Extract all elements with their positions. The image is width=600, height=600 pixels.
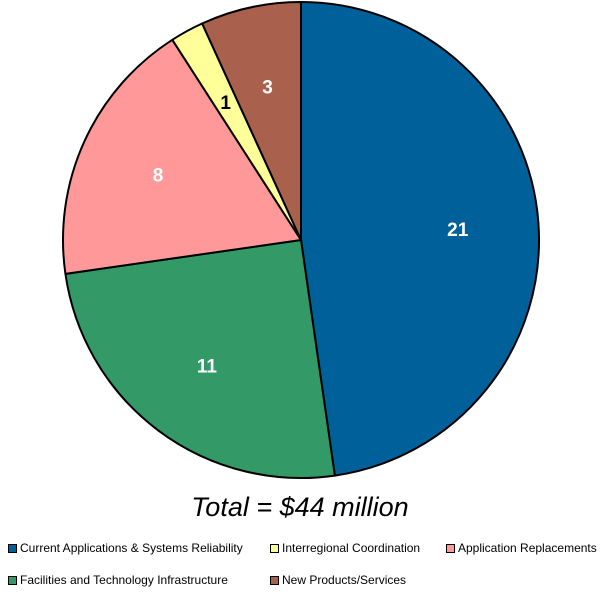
legend-swatch-application-replacements: [446, 543, 455, 553]
chart-total-caption: Total = $44 million: [191, 492, 409, 522]
legend-label-facilities-infrastructure: Facilities and Technology Infrastructure: [20, 573, 228, 587]
legend-label-new-products-services: New Products/Services: [282, 573, 407, 587]
legend-label-application-replacements: Application Replacements: [458, 541, 597, 555]
legend-swatch-new-products-services: [270, 575, 279, 585]
legend-item-application-replacements: Application Replacements: [446, 541, 597, 555]
data-label-facilities-and-technology-infrastructure: 11: [197, 357, 218, 378]
pie-slice-facilities-and-technology-infrastructure: [64, 239, 336, 479]
legend-label-current-applications: Current Applications & Systems Reliabili…: [20, 541, 243, 555]
pie-slice-new-products-services: [201, 1, 302, 241]
data-label-new-products-services: 3: [262, 78, 273, 99]
pie-slice-current-applications-systems-reliability: [300, 1, 540, 477]
pie-chart: 21 11 8 1 3: [62, 1, 540, 479]
legend-item-interregional-coordination: Interregional Coordination: [270, 541, 420, 555]
data-label-application-replacements: 8: [153, 166, 164, 187]
legend-item-current-applications: Current Applications & Systems Reliabili…: [8, 541, 243, 555]
data-label-interregional-coordination: 1: [220, 93, 231, 114]
legend-item-new-products-services: New Products/Services: [270, 573, 406, 587]
legend-label-interregional-coordination: Interregional Coordination: [282, 541, 421, 555]
pie-slice-application-replacements: [62, 38, 302, 275]
legend-item-facilities-infrastructure: Facilities and Technology Infrastructure: [8, 573, 228, 587]
legend-swatch-current-applications: [8, 543, 17, 553]
legend-swatch-interregional-coordination: [270, 543, 279, 553]
data-label-current-applications-systems-reliability: 21: [447, 220, 469, 241]
legend-swatch-facilities-infrastructure: [8, 575, 17, 585]
